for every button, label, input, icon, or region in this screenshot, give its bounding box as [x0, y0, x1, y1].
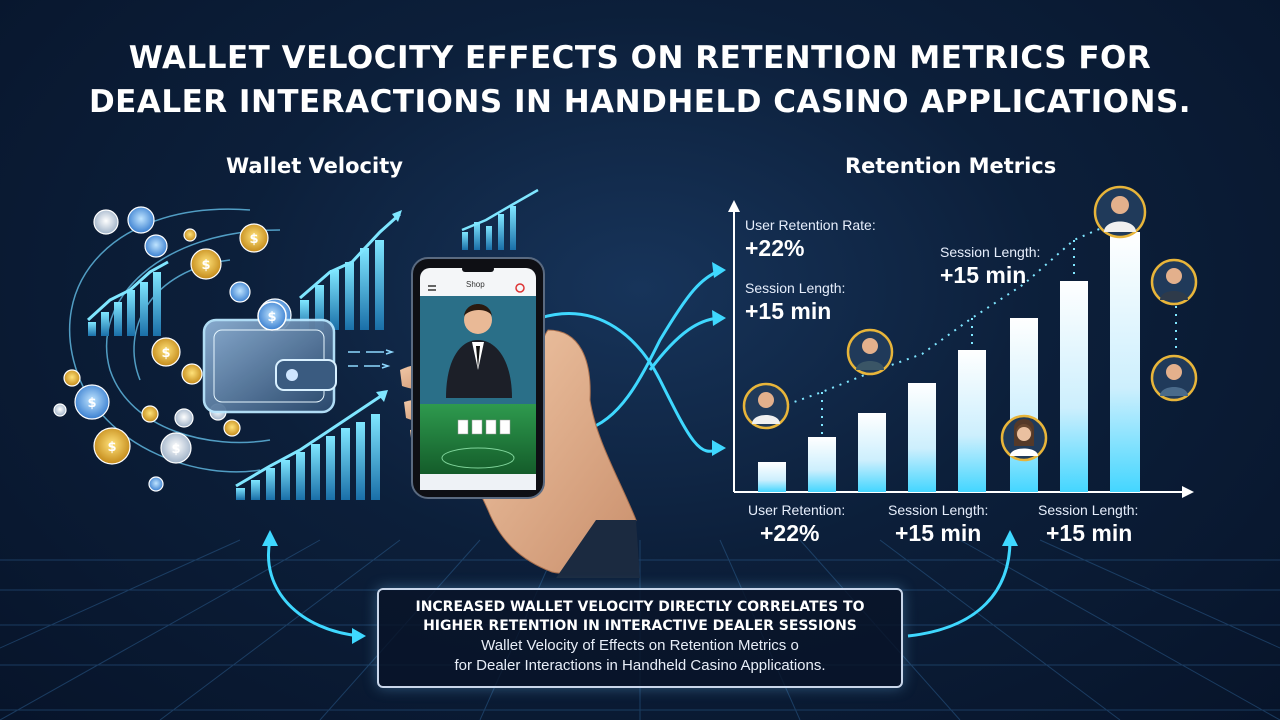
- wallet-icon: $: [202, 301, 337, 414]
- summary-box: INCREASED WALLET VELOCITY DIRECTLY CORRE…: [377, 588, 903, 688]
- user-retention-rate-label: User Retention Rate:: [745, 217, 876, 233]
- summary-line-1: INCREASED WALLET VELOCITY DIRECTLY CORRE…: [415, 599, 865, 615]
- bottom-metric-label-2: Session Length:: [888, 502, 989, 518]
- avatar: [1093, 185, 1147, 239]
- connector-curves: [262, 262, 1018, 644]
- wallet-velocity-heading: Wallet Velocity: [226, 154, 403, 178]
- bottom-metric-label-3: Session Length:: [1038, 502, 1139, 518]
- bottom-metric-value-1: +22%: [760, 520, 820, 546]
- retention-bar-8: [1110, 232, 1140, 492]
- svg-text:$: $: [171, 442, 180, 457]
- svg-text:$: $: [201, 258, 210, 273]
- left-bar-chart-top: [86, 260, 169, 336]
- retention-bars: [758, 232, 1140, 492]
- retention-bar-6: [1010, 318, 1038, 492]
- title-line-2: DEALER INTERACTIONS IN HANDHELD CASINO A…: [88, 84, 1192, 120]
- title-line-1: WALLET VELOCITY EFFECTS ON RETENTION MET…: [128, 40, 1152, 76]
- avatar: [1150, 354, 1198, 402]
- session-length-value-2: +15 min: [940, 262, 1027, 288]
- motion-arrows: [348, 349, 395, 369]
- session-length-label-2: Session Length:: [940, 244, 1041, 260]
- session-length-value-1: +15 min: [745, 298, 832, 324]
- casino-chips: [53, 206, 292, 492]
- page-title: WALLET VELOCITY EFFECTS ON RETENTION MET…: [0, 36, 1280, 124]
- retention-bar-3: [858, 413, 886, 492]
- smartphone: [411, 257, 545, 499]
- bottom-metric-value-3: +15 min: [1046, 520, 1133, 546]
- bottom-metric-value-2: +15 min: [895, 520, 982, 546]
- trend-dots: [771, 219, 1177, 436]
- phone-app-title: Shop: [466, 280, 485, 289]
- svg-text:$: $: [267, 310, 276, 325]
- avatar: [1000, 414, 1048, 462]
- user-retention-rate-value: +22%: [745, 235, 805, 261]
- summary-line-2: HIGHER RETENTION IN INTERACTIVE DEALER S…: [423, 618, 857, 634]
- retention-bar-7: [1060, 281, 1088, 492]
- retention-bar-2: [808, 437, 836, 492]
- svg-text:$: $: [107, 440, 116, 455]
- left-bar-chart-bottom: [235, 390, 388, 500]
- svg-text:$: $: [87, 396, 96, 411]
- svg-text:$: $: [161, 346, 170, 361]
- retention-metrics-heading: Retention Metrics: [845, 154, 1057, 178]
- avatar: [1150, 258, 1198, 306]
- retention-bar-5: [958, 350, 986, 492]
- bottom-metric-label-1: User Retention:: [748, 502, 846, 518]
- summary-line-4: for Dealer Interactions in Handheld Casi…: [454, 657, 826, 674]
- left-bar-chart-mid: [299, 210, 402, 330]
- avatar: [742, 382, 790, 430]
- retention-bar-1: [758, 462, 786, 492]
- retention-bar-4: [908, 383, 936, 492]
- svg-text:$: $: [249, 232, 258, 247]
- avatar: [846, 328, 894, 376]
- session-length-label-1: Session Length:: [745, 280, 846, 296]
- summary-line-3: Wallet Velocity of Effects on Retention …: [481, 637, 799, 654]
- left-bar-chart-upper: [461, 188, 539, 250]
- user-avatars: [742, 185, 1198, 462]
